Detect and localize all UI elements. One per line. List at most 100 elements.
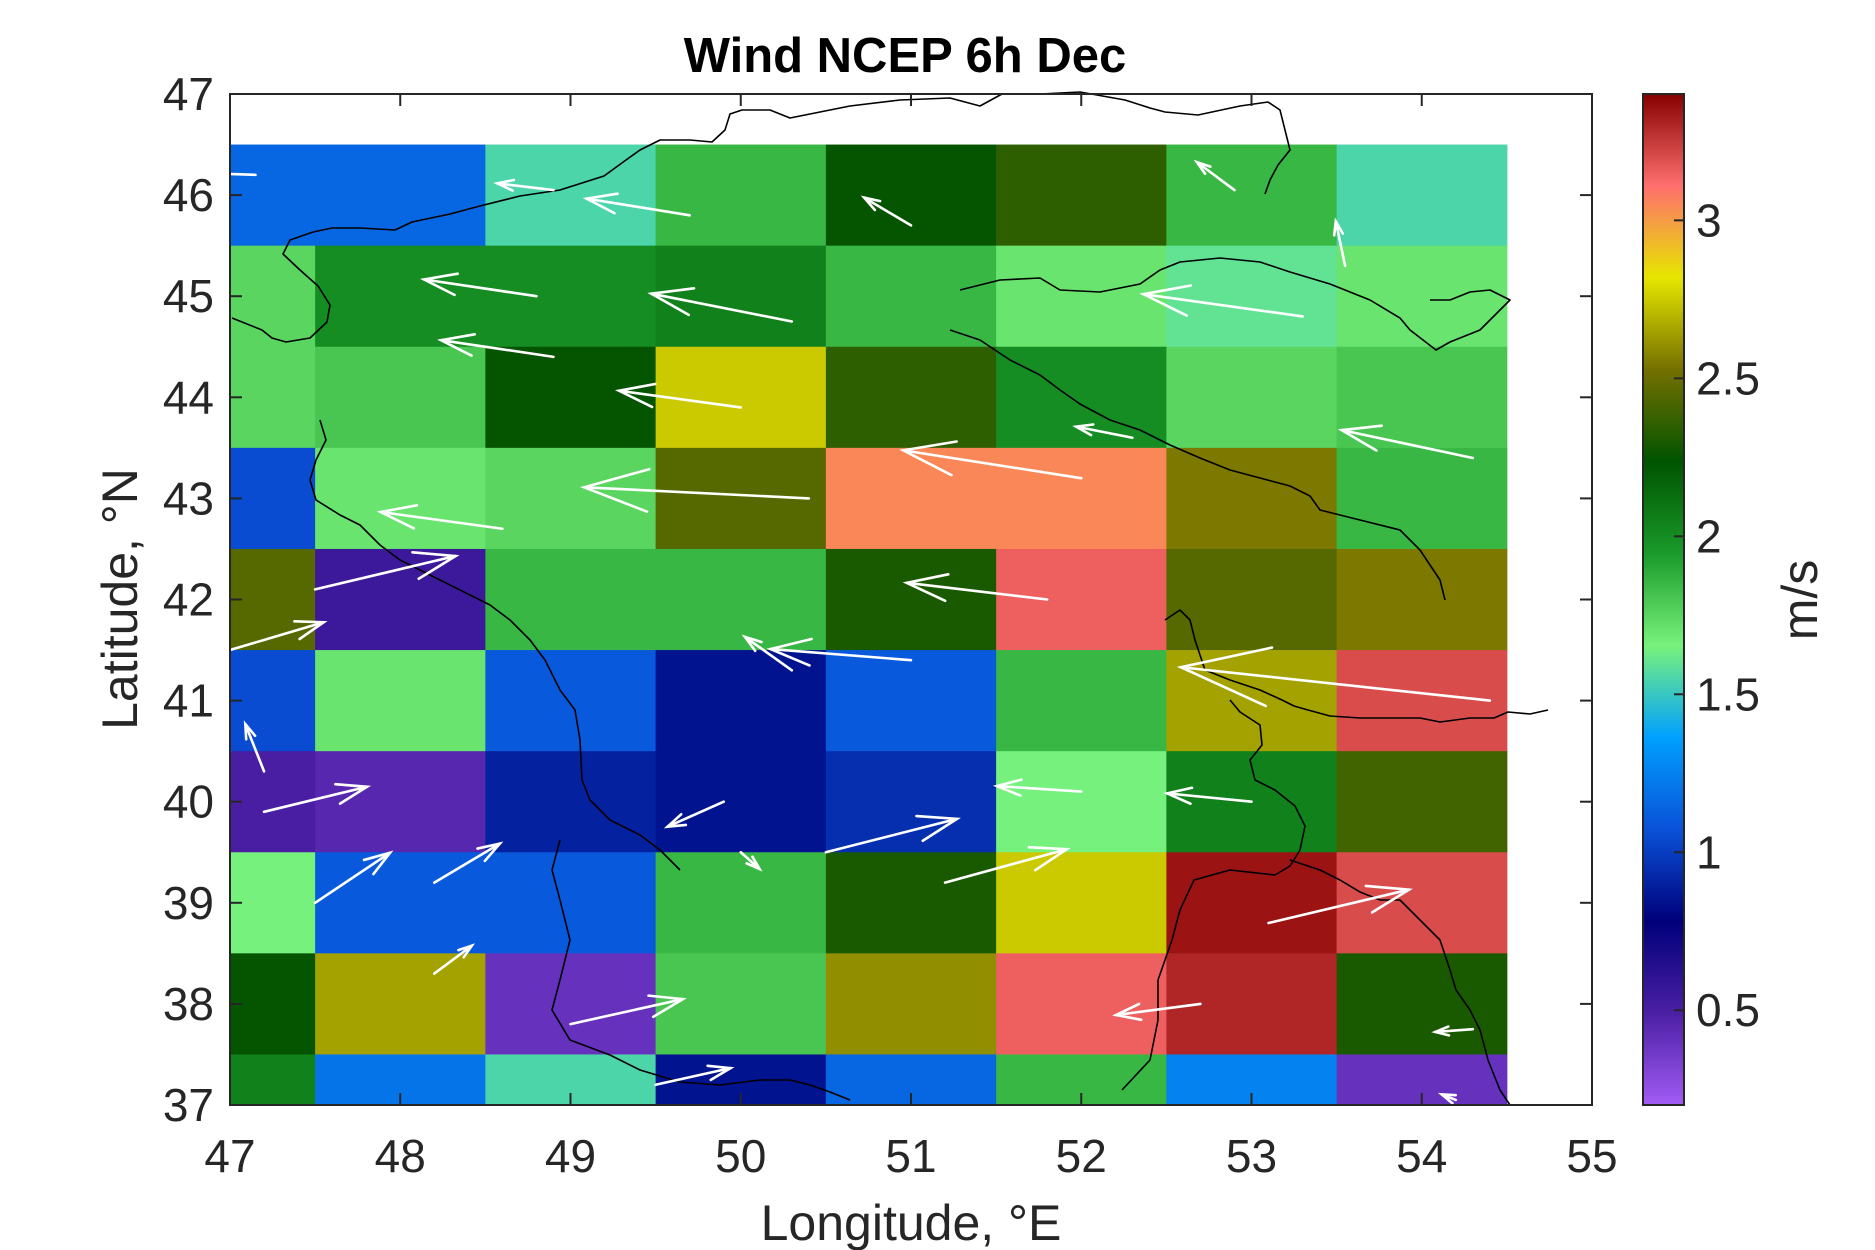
coastline-east-turkmen — [1289, 859, 1511, 1106]
heatmap-cell — [315, 953, 486, 1055]
wind-vector — [1337, 424, 1475, 460]
heatmap-cell — [1166, 447, 1338, 550]
wind-vector-shaft — [1074, 425, 1134, 440]
heatmap-cell — [655, 548, 827, 651]
heatmap-cell — [1166, 852, 1338, 954]
y-tick-label: 39 — [163, 877, 214, 929]
wind-vector-head — [293, 620, 328, 641]
coastline-kara-bogaz — [1164, 609, 1549, 723]
wind-vector — [741, 634, 794, 672]
heatmap-cell — [485, 346, 657, 449]
heatmap-cell — [825, 953, 997, 1055]
heatmap-cell — [230, 346, 316, 449]
heatmap-cell — [315, 650, 486, 752]
heatmap-cell — [655, 953, 827, 1055]
wind-vector — [167, 163, 257, 183]
wind-vector-shaft — [902, 449, 1083, 480]
wind-vector — [739, 850, 763, 872]
heatmap-cell — [996, 751, 1167, 853]
wind-vector — [647, 287, 794, 323]
wind-vector-shaft — [1434, 1027, 1475, 1034]
wind-vector — [943, 845, 1071, 884]
colorbar-tick-label: 1 — [1696, 826, 1722, 878]
wind-vector-head — [706, 1064, 735, 1082]
x-axis-label: Longitude, °E — [761, 1195, 1062, 1250]
y-tick-label: 47 — [163, 68, 214, 120]
heatmap-cell — [996, 144, 1167, 247]
wind-vector-head — [476, 841, 504, 863]
wind-vector-shaft — [1334, 220, 1347, 268]
wind-vector-shaft — [1165, 792, 1253, 804]
y-tick-label: 43 — [163, 472, 214, 524]
wind-vector-head — [1176, 646, 1274, 708]
chart-title: Wind NCEP 6h Dec — [684, 29, 1126, 83]
heatmap-cell — [1336, 852, 1508, 954]
heatmap-cell — [655, 852, 827, 954]
wind-vector-head — [1072, 423, 1095, 437]
wind-vector-head — [741, 634, 763, 653]
heatmap-cell — [1336, 548, 1508, 651]
wind-vector — [1437, 1092, 1458, 1105]
heatmap-cell — [485, 548, 657, 651]
wind-vector-head — [1163, 786, 1194, 805]
wind-vector-shaft — [654, 1066, 732, 1087]
heatmap-cell — [1166, 548, 1338, 651]
heatmap-cell — [1166, 144, 1338, 247]
wind-vector — [313, 850, 394, 905]
wind-vector-shaft — [1340, 428, 1475, 460]
wind-vector — [228, 620, 328, 652]
x-tick-label: 50 — [715, 1130, 766, 1182]
wind-vector-shaft — [439, 338, 555, 359]
wind-vector-shaft — [824, 817, 959, 854]
y-tick-label: 41 — [163, 675, 214, 727]
wind-vector — [992, 778, 1083, 797]
wind-vector-head — [899, 440, 958, 477]
y-tick-label: 40 — [163, 776, 214, 828]
wind-vector-shaft — [1195, 160, 1236, 192]
wind-vector-head — [243, 720, 257, 741]
heatmap-cell — [1336, 953, 1508, 1055]
wind-vector — [1267, 884, 1414, 925]
colorbar-tick-label: 2.5 — [1696, 352, 1760, 404]
heatmap-cell — [315, 548, 486, 651]
heatmap-cell — [485, 751, 657, 853]
wind-vector-head — [493, 178, 516, 192]
wind-vector — [1072, 423, 1134, 440]
heatmap-cell — [1336, 650, 1508, 752]
coastline-south — [551, 839, 851, 1101]
wind-vector-shaft — [617, 389, 743, 409]
wind-vector-head — [766, 637, 813, 667]
colorbar-tick-label: 1.5 — [1696, 668, 1760, 720]
y-axis-label: Latitude, °N — [92, 468, 148, 730]
wind-vector-shaft — [1114, 1002, 1202, 1017]
colorbar-label: m/s — [1772, 560, 1828, 641]
wind-vector-shaft — [432, 842, 502, 884]
heatmap-cell — [1166, 245, 1338, 348]
heatmap-cell — [825, 346, 997, 449]
wind-vector-head — [745, 855, 763, 872]
wind-vector — [1139, 284, 1304, 318]
colorbar-ticks: 0.5 1 1.5 2 2.5 3 — [1674, 194, 1760, 1036]
wind-vector-shaft — [1179, 665, 1492, 702]
heatmap-cell — [825, 447, 997, 550]
heatmap-cell — [825, 650, 997, 752]
wind-vector-shaft — [244, 722, 266, 773]
wind-vector-head — [647, 287, 696, 317]
heatmap-cell — [655, 346, 827, 449]
wind-vector — [1176, 646, 1492, 708]
heatmap-cell — [230, 548, 316, 651]
wind-vector-shaft — [585, 197, 691, 217]
wind-vector-shaft — [650, 292, 794, 323]
heatmap-cell — [996, 447, 1167, 550]
wind-vector-head — [1364, 884, 1414, 914]
wind-vector-shaft — [313, 554, 457, 591]
wind-vector-shaft — [862, 196, 913, 227]
heatmap-cell — [996, 548, 1167, 651]
wind-vector-head — [614, 382, 657, 409]
wind-vector-shaft — [169, 170, 257, 177]
heatmap-cell — [485, 650, 657, 752]
wind-vector-head — [376, 504, 419, 530]
heatmap-cell — [230, 447, 316, 550]
wind-vector — [582, 192, 691, 217]
wind-vector — [432, 841, 504, 884]
